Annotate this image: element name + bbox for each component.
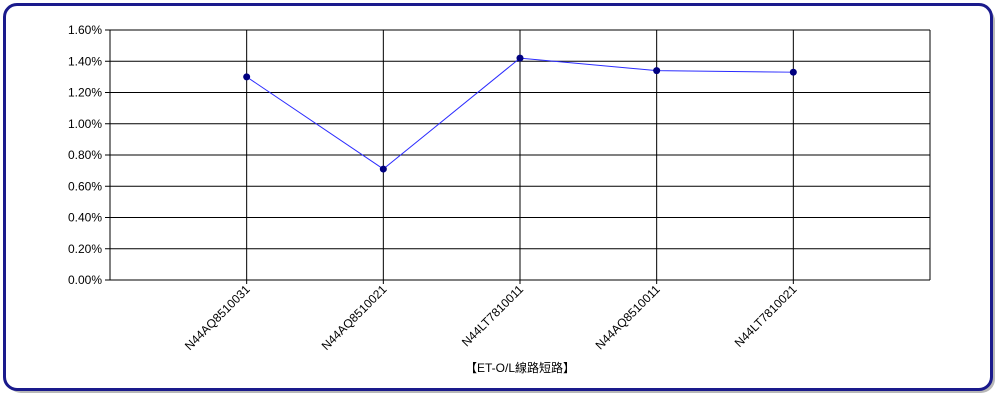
data-point (789, 68, 797, 76)
data-point (243, 73, 251, 81)
y-axis-ticks: 0.00% 0.20% 0.40% 0.60% 0.80% 1.00% 1.20% 1.40%… (68, 23, 110, 287)
y-tick-label: 0.40% (68, 211, 102, 225)
data-point (516, 54, 524, 62)
x-axis-label: 【ET-O/L線路短路】 (465, 360, 575, 375)
x-tick-label: N44LT7810011 (459, 282, 526, 349)
data-point (379, 165, 387, 173)
y-tick-label: 0.60% (68, 179, 102, 193)
x-tick-label: N44AQ8510011 (593, 282, 663, 352)
y-tick-label: 1.20% (68, 86, 102, 100)
y-tick-label: 1.00% (68, 117, 102, 131)
data-point (653, 67, 661, 75)
x-tick-label: N44AQ8510031 (182, 282, 253, 353)
y-tick-label: 0.00% (68, 273, 102, 287)
data-markers (243, 54, 797, 173)
gridlines (109, 29, 931, 284)
x-tick-label: N44AQ8510021 (319, 282, 390, 353)
chart-frame (3, 3, 993, 391)
y-tick-label: 1.40% (68, 54, 102, 68)
x-tick-label: N44LT7810021 (732, 282, 800, 350)
y-tick-label: 1.60% (68, 23, 102, 37)
y-tick-label: 0.20% (68, 242, 102, 256)
y-tick-label: 0.80% (68, 148, 102, 162)
x-axis-ticks: N44AQ8510031 N44AQ8510021 N44LT7810011 N44A… (182, 282, 800, 353)
